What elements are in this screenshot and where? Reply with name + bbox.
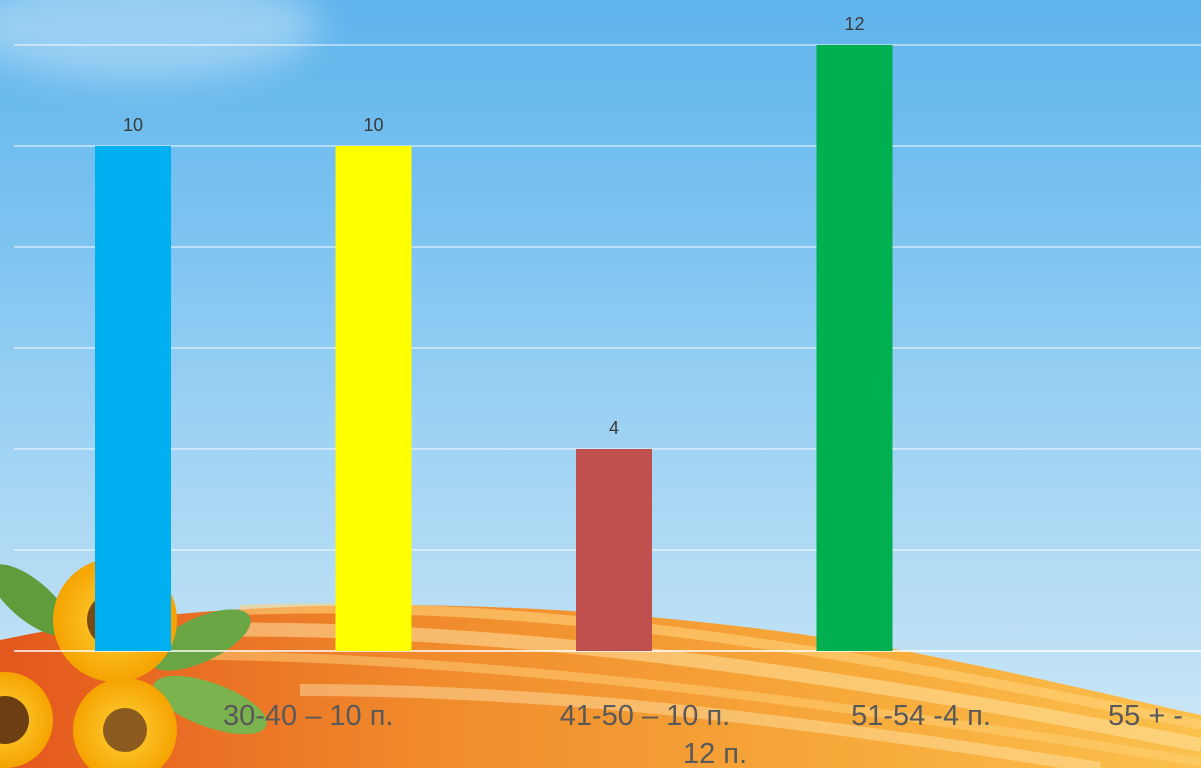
- bar: [816, 45, 893, 651]
- category-label: 41-50 – 10 п.: [560, 700, 731, 732]
- bar: [335, 146, 412, 651]
- value-labels: 10 10 4 12: [123, 14, 865, 438]
- category-label: 55 + -: [1108, 700, 1183, 732]
- field-stripe: [159, 650, 1201, 767]
- data-label: 12: [844, 14, 864, 34]
- data-label: 10: [363, 115, 383, 135]
- field-stripe: [299, 684, 1101, 768]
- data-label: 10: [123, 115, 143, 135]
- category-label: 12 п.: [683, 738, 747, 768]
- bar: [576, 449, 652, 651]
- field-stripe: [199, 622, 1201, 752]
- category-label: 30-40 – 10 п.: [223, 700, 394, 732]
- category-labels: 30-40 – 10 п. 41-50 – 10 п. 51-54 -4 п. 55 …: [223, 700, 1183, 768]
- orange-field: [0, 605, 1201, 768]
- bars: [95, 45, 893, 651]
- category-label: 51-54 -4 п.: [851, 700, 991, 732]
- data-label: 4: [609, 418, 619, 438]
- bar: [95, 146, 171, 651]
